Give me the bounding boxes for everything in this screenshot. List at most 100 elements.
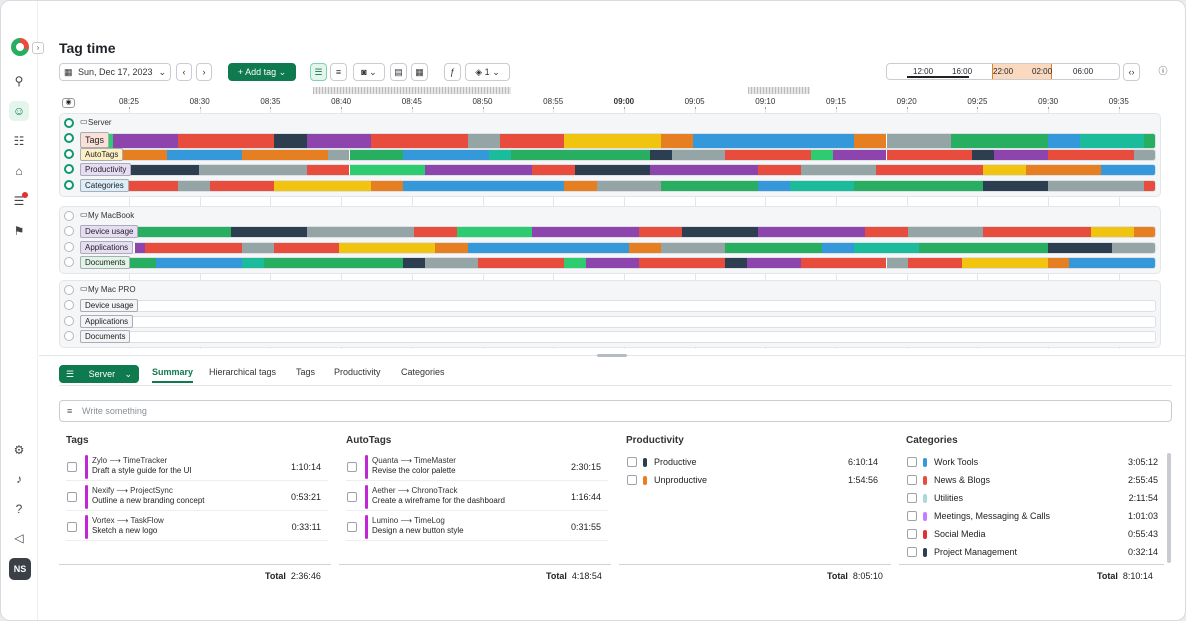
time-segment[interactable]	[564, 149, 651, 160]
time-segment[interactable]	[789, 180, 855, 191]
time-segment[interactable]	[650, 165, 758, 175]
timeline-track[interactable]	[80, 164, 1156, 176]
time-segment[interactable]	[639, 258, 726, 268]
row-toggle[interactable]	[64, 257, 74, 267]
time-segment[interactable]	[349, 165, 425, 175]
users-icon[interactable]: ☷	[13, 134, 25, 148]
layers-dropdown[interactable]: ◈ 1 ⌄	[465, 63, 510, 81]
row-toggle[interactable]	[64, 241, 74, 252]
time-segment[interactable]	[328, 149, 350, 160]
time-segment[interactable]	[532, 242, 629, 253]
time-segment[interactable]	[1047, 242, 1113, 253]
time-segment[interactable]	[274, 180, 371, 191]
tag-row[interactable]: Vortex ⟶ TaskFlow Sketch a new logo 0:33…	[66, 513, 328, 541]
time-segment[interactable]	[209, 180, 275, 191]
time-segment[interactable]	[156, 258, 243, 268]
row-checkbox[interactable]	[347, 522, 357, 532]
time-segment[interactable]	[564, 258, 586, 268]
time-segment[interactable]	[811, 149, 833, 160]
time-segment[interactable]	[886, 134, 951, 148]
pin-icon[interactable]: ⚲	[14, 74, 24, 88]
row-toggle[interactable]	[64, 179, 74, 190]
time-segment[interactable]	[575, 165, 651, 175]
time-segment[interactable]	[1026, 165, 1102, 175]
time-segment[interactable]	[1079, 134, 1145, 148]
time-segment[interactable]	[123, 165, 200, 175]
device-toggle[interactable]	[64, 118, 74, 128]
time-segment[interactable]	[1133, 227, 1155, 237]
time-segment[interactable]	[564, 180, 597, 191]
time-segment[interactable]	[660, 134, 694, 148]
time-segment[interactable]	[725, 149, 812, 160]
device-toggle[interactable]	[64, 285, 74, 295]
time-segment[interactable]	[671, 149, 726, 160]
time-segment[interactable]	[1101, 165, 1155, 175]
time-segment[interactable]	[81, 180, 178, 191]
row-toggle[interactable]	[64, 133, 74, 143]
horizontal-scroll-hint[interactable]	[748, 87, 810, 94]
row-label[interactable]: Categories	[80, 178, 129, 192]
camera-icon[interactable]: ◙ ⌄	[353, 63, 385, 81]
row-checkbox[interactable]	[67, 522, 77, 532]
summary-row[interactable]: Unproductive 1:54:56	[626, 473, 878, 491]
time-segment[interactable]	[693, 134, 758, 148]
time-segment[interactable]	[1122, 258, 1155, 268]
time-segment[interactable]	[950, 134, 1048, 148]
grid-icon[interactable]: ▤	[390, 63, 407, 81]
help-icon[interactable]: ?	[15, 502, 23, 516]
time-segment[interactable]	[983, 227, 1091, 237]
tag-row[interactable]: Quanta ⟶ TimeMaster Revise the color pal…	[346, 453, 608, 481]
time-segment[interactable]	[306, 227, 414, 237]
time-segment[interactable]	[757, 180, 790, 191]
time-segment[interactable]	[628, 242, 661, 253]
bell-icon[interactable]: ♪	[16, 472, 22, 486]
time-segment[interactable]	[1144, 134, 1155, 148]
time-segment[interactable]	[1112, 242, 1155, 253]
time-segment[interactable]	[596, 180, 661, 191]
time-segment[interactable]	[242, 242, 275, 253]
row-toggle[interactable]	[64, 315, 74, 326]
row-label[interactable]: Applications	[80, 240, 134, 254]
add-tag-button[interactable]: + Add tag ⌄	[228, 63, 296, 81]
time-segment[interactable]	[757, 165, 801, 175]
row-toggle[interactable]	[64, 164, 74, 174]
time-segment[interactable]	[306, 134, 371, 148]
summary-row[interactable]: News & Blogs 2:55:45	[906, 473, 1158, 491]
list-view-icon[interactable]: ☰	[310, 63, 327, 81]
time-segment[interactable]	[435, 242, 468, 253]
time-segment[interactable]	[886, 149, 973, 160]
time-segment[interactable]	[983, 165, 1027, 175]
row-checkbox[interactable]	[907, 475, 917, 485]
row-checkbox[interactable]	[907, 493, 917, 503]
row-checkbox[interactable]	[347, 462, 357, 472]
prev-day-button[interactable]: ‹	[176, 63, 192, 81]
row-label[interactable]: AutoTags	[80, 147, 124, 161]
time-segment[interactable]	[188, 227, 232, 237]
tags-icon[interactable]: ⌂	[15, 164, 23, 178]
tab-hierarchical-tags[interactable]: Hierarchical tags	[209, 367, 277, 377]
time-segment[interactable]	[1047, 149, 1134, 160]
tag-row[interactable]: Zylo ⟶ TimeTracker Draft a style guide f…	[66, 453, 328, 481]
time-segment[interactable]	[467, 134, 500, 148]
summary-row[interactable]: Meetings, Messaging & Calls 1:01:03	[906, 509, 1158, 527]
time-segment[interactable]	[918, 242, 1016, 253]
signpost-icon[interactable]: ⚑	[13, 224, 25, 238]
info-icon[interactable]: ⓘ	[1156, 63, 1170, 81]
row-checkbox[interactable]	[67, 462, 77, 472]
timeline-track[interactable]	[80, 179, 1156, 192]
row-checkbox[interactable]	[67, 492, 77, 502]
time-segment[interactable]	[81, 149, 167, 160]
time-segment[interactable]	[177, 180, 210, 191]
tag-row[interactable]: Lumino ⟶ TimeLog Design a new button sty…	[346, 513, 608, 541]
time-segment[interactable]	[854, 242, 919, 253]
timeline-track[interactable]	[80, 133, 1156, 149]
time-segment[interactable]	[403, 180, 468, 191]
tab-productivity[interactable]: Productivity	[334, 367, 381, 377]
next-day-button[interactable]: ›	[196, 63, 212, 81]
time-segment[interactable]	[725, 242, 823, 253]
qr-icon[interactable]: ▦	[411, 63, 428, 81]
row-checkbox[interactable]	[907, 547, 917, 557]
time-segment[interactable]	[800, 258, 887, 268]
minimap-selection[interactable]	[992, 64, 1052, 79]
time-segment[interactable]	[757, 227, 865, 237]
